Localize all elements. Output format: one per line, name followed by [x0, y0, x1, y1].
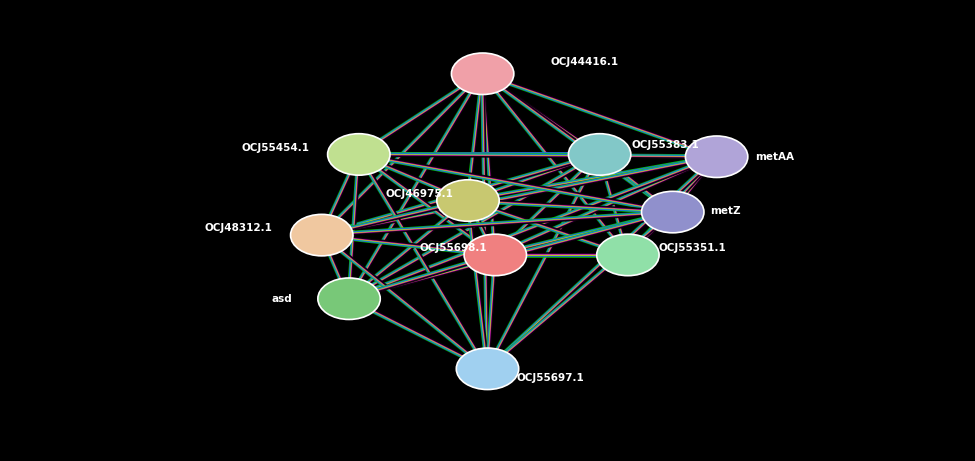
Text: asd: asd: [271, 294, 292, 304]
Text: OCJ55454.1: OCJ55454.1: [242, 142, 310, 153]
Text: OCJ55697.1: OCJ55697.1: [517, 373, 584, 383]
Text: OCJ48312.1: OCJ48312.1: [205, 223, 273, 233]
Text: OCJ55698.1: OCJ55698.1: [419, 242, 487, 253]
Ellipse shape: [464, 234, 526, 276]
Text: OCJ55351.1: OCJ55351.1: [658, 243, 725, 254]
Text: metAA: metAA: [756, 152, 795, 162]
Ellipse shape: [568, 134, 631, 175]
Ellipse shape: [451, 53, 514, 95]
Ellipse shape: [328, 134, 390, 175]
Ellipse shape: [437, 180, 499, 221]
Ellipse shape: [456, 348, 519, 390]
Text: OCJ55383.1: OCJ55383.1: [632, 140, 699, 150]
Ellipse shape: [291, 214, 353, 256]
Text: OCJ44416.1: OCJ44416.1: [551, 57, 619, 67]
Text: OCJ46975.1: OCJ46975.1: [385, 189, 453, 199]
Ellipse shape: [685, 136, 748, 177]
Ellipse shape: [642, 191, 704, 233]
Ellipse shape: [318, 278, 380, 319]
Text: metZ: metZ: [710, 206, 740, 216]
Ellipse shape: [597, 234, 659, 276]
